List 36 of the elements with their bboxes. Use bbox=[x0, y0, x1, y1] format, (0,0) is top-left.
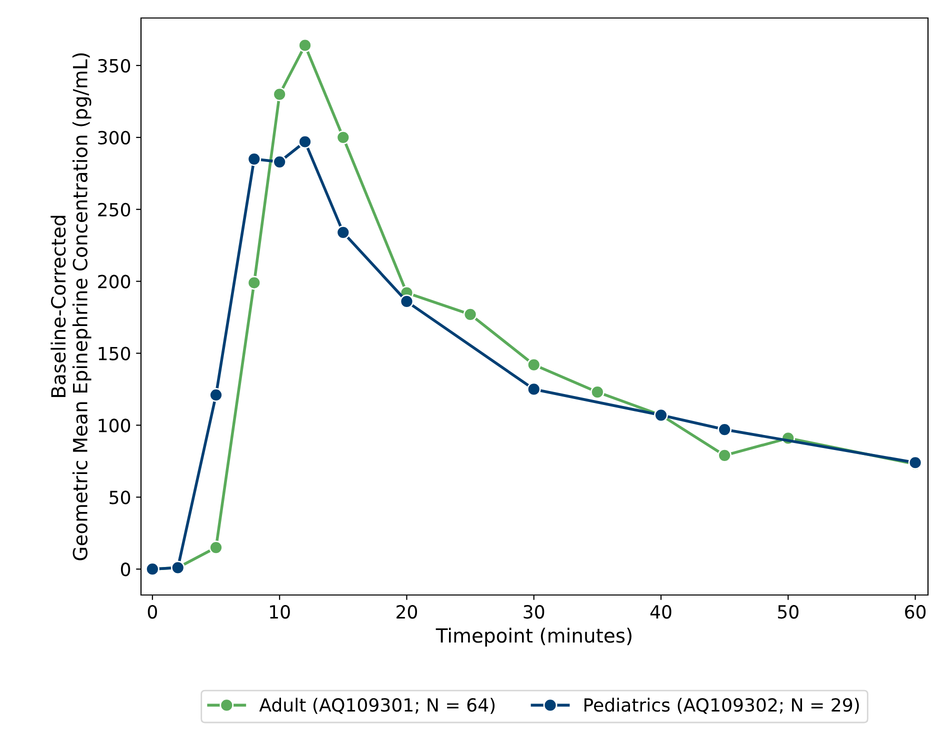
y-tick-label: 200 bbox=[98, 274, 130, 288]
point bbox=[272, 87, 287, 102]
x-tick-label: 0 bbox=[148, 605, 157, 619]
point bbox=[247, 152, 262, 166]
point bbox=[298, 38, 312, 52]
y-tick-label: 350 bbox=[98, 58, 130, 73]
x-tick-label: 50 bbox=[778, 605, 798, 619]
y-tick-label: 300 bbox=[98, 130, 130, 145]
legend-label: Pediatrics (AQ109302; N = 29) bbox=[584, 698, 859, 714]
x-tick-label: 60 bbox=[905, 605, 926, 619]
y-axis-title: Baseline-Corrected Geometric Mean Epinephrine Concentration (pg/mL) bbox=[50, 53, 92, 560]
y-tick-label: 250 bbox=[98, 202, 130, 216]
x-axis-title: Timepoint (minutes) bbox=[436, 628, 632, 647]
point bbox=[718, 422, 732, 436]
point bbox=[336, 225, 350, 240]
x-tick-label: 10 bbox=[270, 605, 290, 619]
y-tick-label: 150 bbox=[98, 346, 130, 360]
x-tick-label: 40 bbox=[650, 605, 672, 619]
x-tick-label: 30 bbox=[524, 605, 544, 619]
point bbox=[463, 307, 478, 322]
x-tick-label: 20 bbox=[396, 605, 418, 619]
point bbox=[298, 134, 312, 149]
y-tick-label: 0 bbox=[120, 562, 130, 576]
point bbox=[209, 540, 223, 554]
point bbox=[526, 382, 541, 396]
point bbox=[209, 388, 223, 402]
point bbox=[247, 276, 262, 290]
point bbox=[590, 385, 604, 400]
y-tick-label: 100 bbox=[98, 418, 130, 432]
legend-label: Adult (AQ109301; N = 64) bbox=[259, 698, 495, 714]
point bbox=[336, 130, 350, 144]
point bbox=[272, 154, 287, 169]
point bbox=[400, 294, 414, 308]
point bbox=[718, 448, 732, 462]
point bbox=[526, 358, 541, 372]
y-tick-label: 50 bbox=[110, 490, 130, 504]
